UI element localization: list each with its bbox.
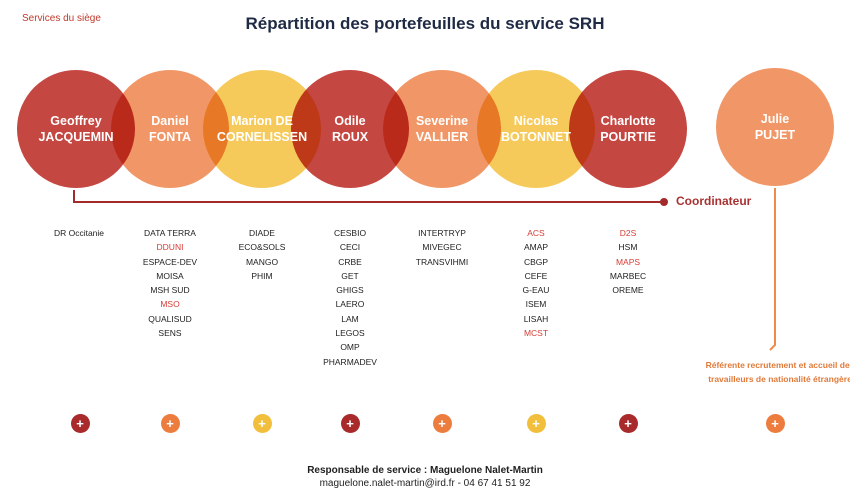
referent-note: Référente recrutement et accueil des tra… xyxy=(705,360,850,384)
portfolio-column-7: D2S HSM MAPS MARBEC OREME xyxy=(583,226,673,297)
expand-button-3[interactable]: + xyxy=(252,414,272,433)
portfolio-column-6: ACS AMAP CBGP CEFE G-EAU ISEM LISAH MCST xyxy=(491,226,581,340)
referent-line xyxy=(769,188,776,351)
expand-button-5[interactable]: + xyxy=(432,414,452,433)
portfolio-item: GHIGS xyxy=(336,285,364,296)
portfolio-item: DR Occitanie xyxy=(53,228,105,238)
portfolio-item: MSH SUD xyxy=(150,285,190,296)
coordinator-line xyxy=(73,190,662,203)
portfolio-item: OMP xyxy=(340,342,360,353)
portfolio-item: HSM xyxy=(618,242,638,253)
portfolio-item: TRANSVIHMI xyxy=(415,256,469,267)
expand-button-7[interactable]: + xyxy=(618,414,638,433)
portfolio-item: MIVEGEC xyxy=(422,242,462,253)
portfolio-item: G-EAU xyxy=(522,285,550,296)
expand-button-1[interactable]: + xyxy=(70,414,90,433)
portfolio-item: QUALISUD xyxy=(148,313,192,324)
person-circle-7 xyxy=(569,70,687,188)
portfolio-item: DATA TERRA xyxy=(144,228,196,238)
portfolio-column-2: DATA TERRA DDUNI ESPACE-DEV MOISA MSH SUD MSO… xyxy=(125,226,215,340)
portfolio-item: MANGO xyxy=(245,256,279,267)
expand-button-2[interactable]: + xyxy=(160,414,180,433)
portfolio-item: SENS xyxy=(158,328,182,339)
portfolio-item: MOISA xyxy=(156,270,184,281)
portfolio-item: GET xyxy=(341,270,359,281)
person-circle-8 xyxy=(716,68,834,186)
portfolio-item: MARBEC xyxy=(609,270,647,281)
portfolio-item: OREME xyxy=(612,285,644,296)
portfolio-item: D2S xyxy=(619,228,637,238)
page-title: Répartition des portefeuilles du service… xyxy=(245,14,605,33)
portfolio-item: LISAH xyxy=(523,313,549,324)
portfolio-item: DIADE xyxy=(249,228,275,238)
portfolio-item: AMAP xyxy=(523,242,549,253)
portfolio-item: CBGP xyxy=(523,256,549,267)
portfolio-item: DDUNI xyxy=(156,242,184,253)
footer-contact: maguelone.nalet-martin@ird.fr - 04 67 41… xyxy=(319,478,531,489)
portfolio-item: ECO&SOLS xyxy=(238,242,286,253)
portfolio-column-4: CESBIO CECI CRBE GET GHIGS LAERO LAM LEGOS OMP PH… xyxy=(305,226,395,369)
portfolio-item: INTERTRYP xyxy=(418,228,466,238)
footer-responsible: Responsable de service : Maguelone Nalet… xyxy=(307,465,543,476)
portfolio-item: ESPACE-DEV xyxy=(142,256,198,267)
portfolio-column-3: DIADE ECO&SOLS MANGO PHIM xyxy=(217,226,307,283)
portfolio-item: MCST xyxy=(523,328,549,339)
coordinator-dot xyxy=(660,198,668,206)
expand-button-8[interactable]: + xyxy=(765,414,785,433)
portfolio-item: PHARMADEV xyxy=(323,356,377,367)
portfolio-item: CESBIO xyxy=(333,228,367,238)
portfolio-item: ACS xyxy=(527,228,545,238)
header-tag: Services du siège xyxy=(22,13,101,24)
expand-button-6[interactable]: + xyxy=(526,414,546,433)
expand-button-4[interactable]: + xyxy=(340,414,360,433)
portfolio-item: LEGOS xyxy=(335,328,365,339)
portfolio-item: CEFE xyxy=(524,270,548,281)
portfolio-item: MAPS xyxy=(615,256,641,267)
portfolio-item: LAERO xyxy=(335,299,365,310)
portfolio-item: CECI xyxy=(339,242,361,253)
portfolio-item: MSO xyxy=(160,299,180,310)
portfolio-column-5: INTERTRYP MIVEGEC TRANSVIHMI xyxy=(397,226,487,269)
portfolio-column-1: DR Occitanie xyxy=(34,226,124,240)
portfolio-item: PHIM xyxy=(251,270,273,281)
portfolio-item: CRBE xyxy=(338,256,362,267)
coordinator-label: Coordinateur xyxy=(676,194,752,208)
portfolio-item: ISEM xyxy=(525,299,547,310)
portfolio-item: LAM xyxy=(341,313,359,324)
